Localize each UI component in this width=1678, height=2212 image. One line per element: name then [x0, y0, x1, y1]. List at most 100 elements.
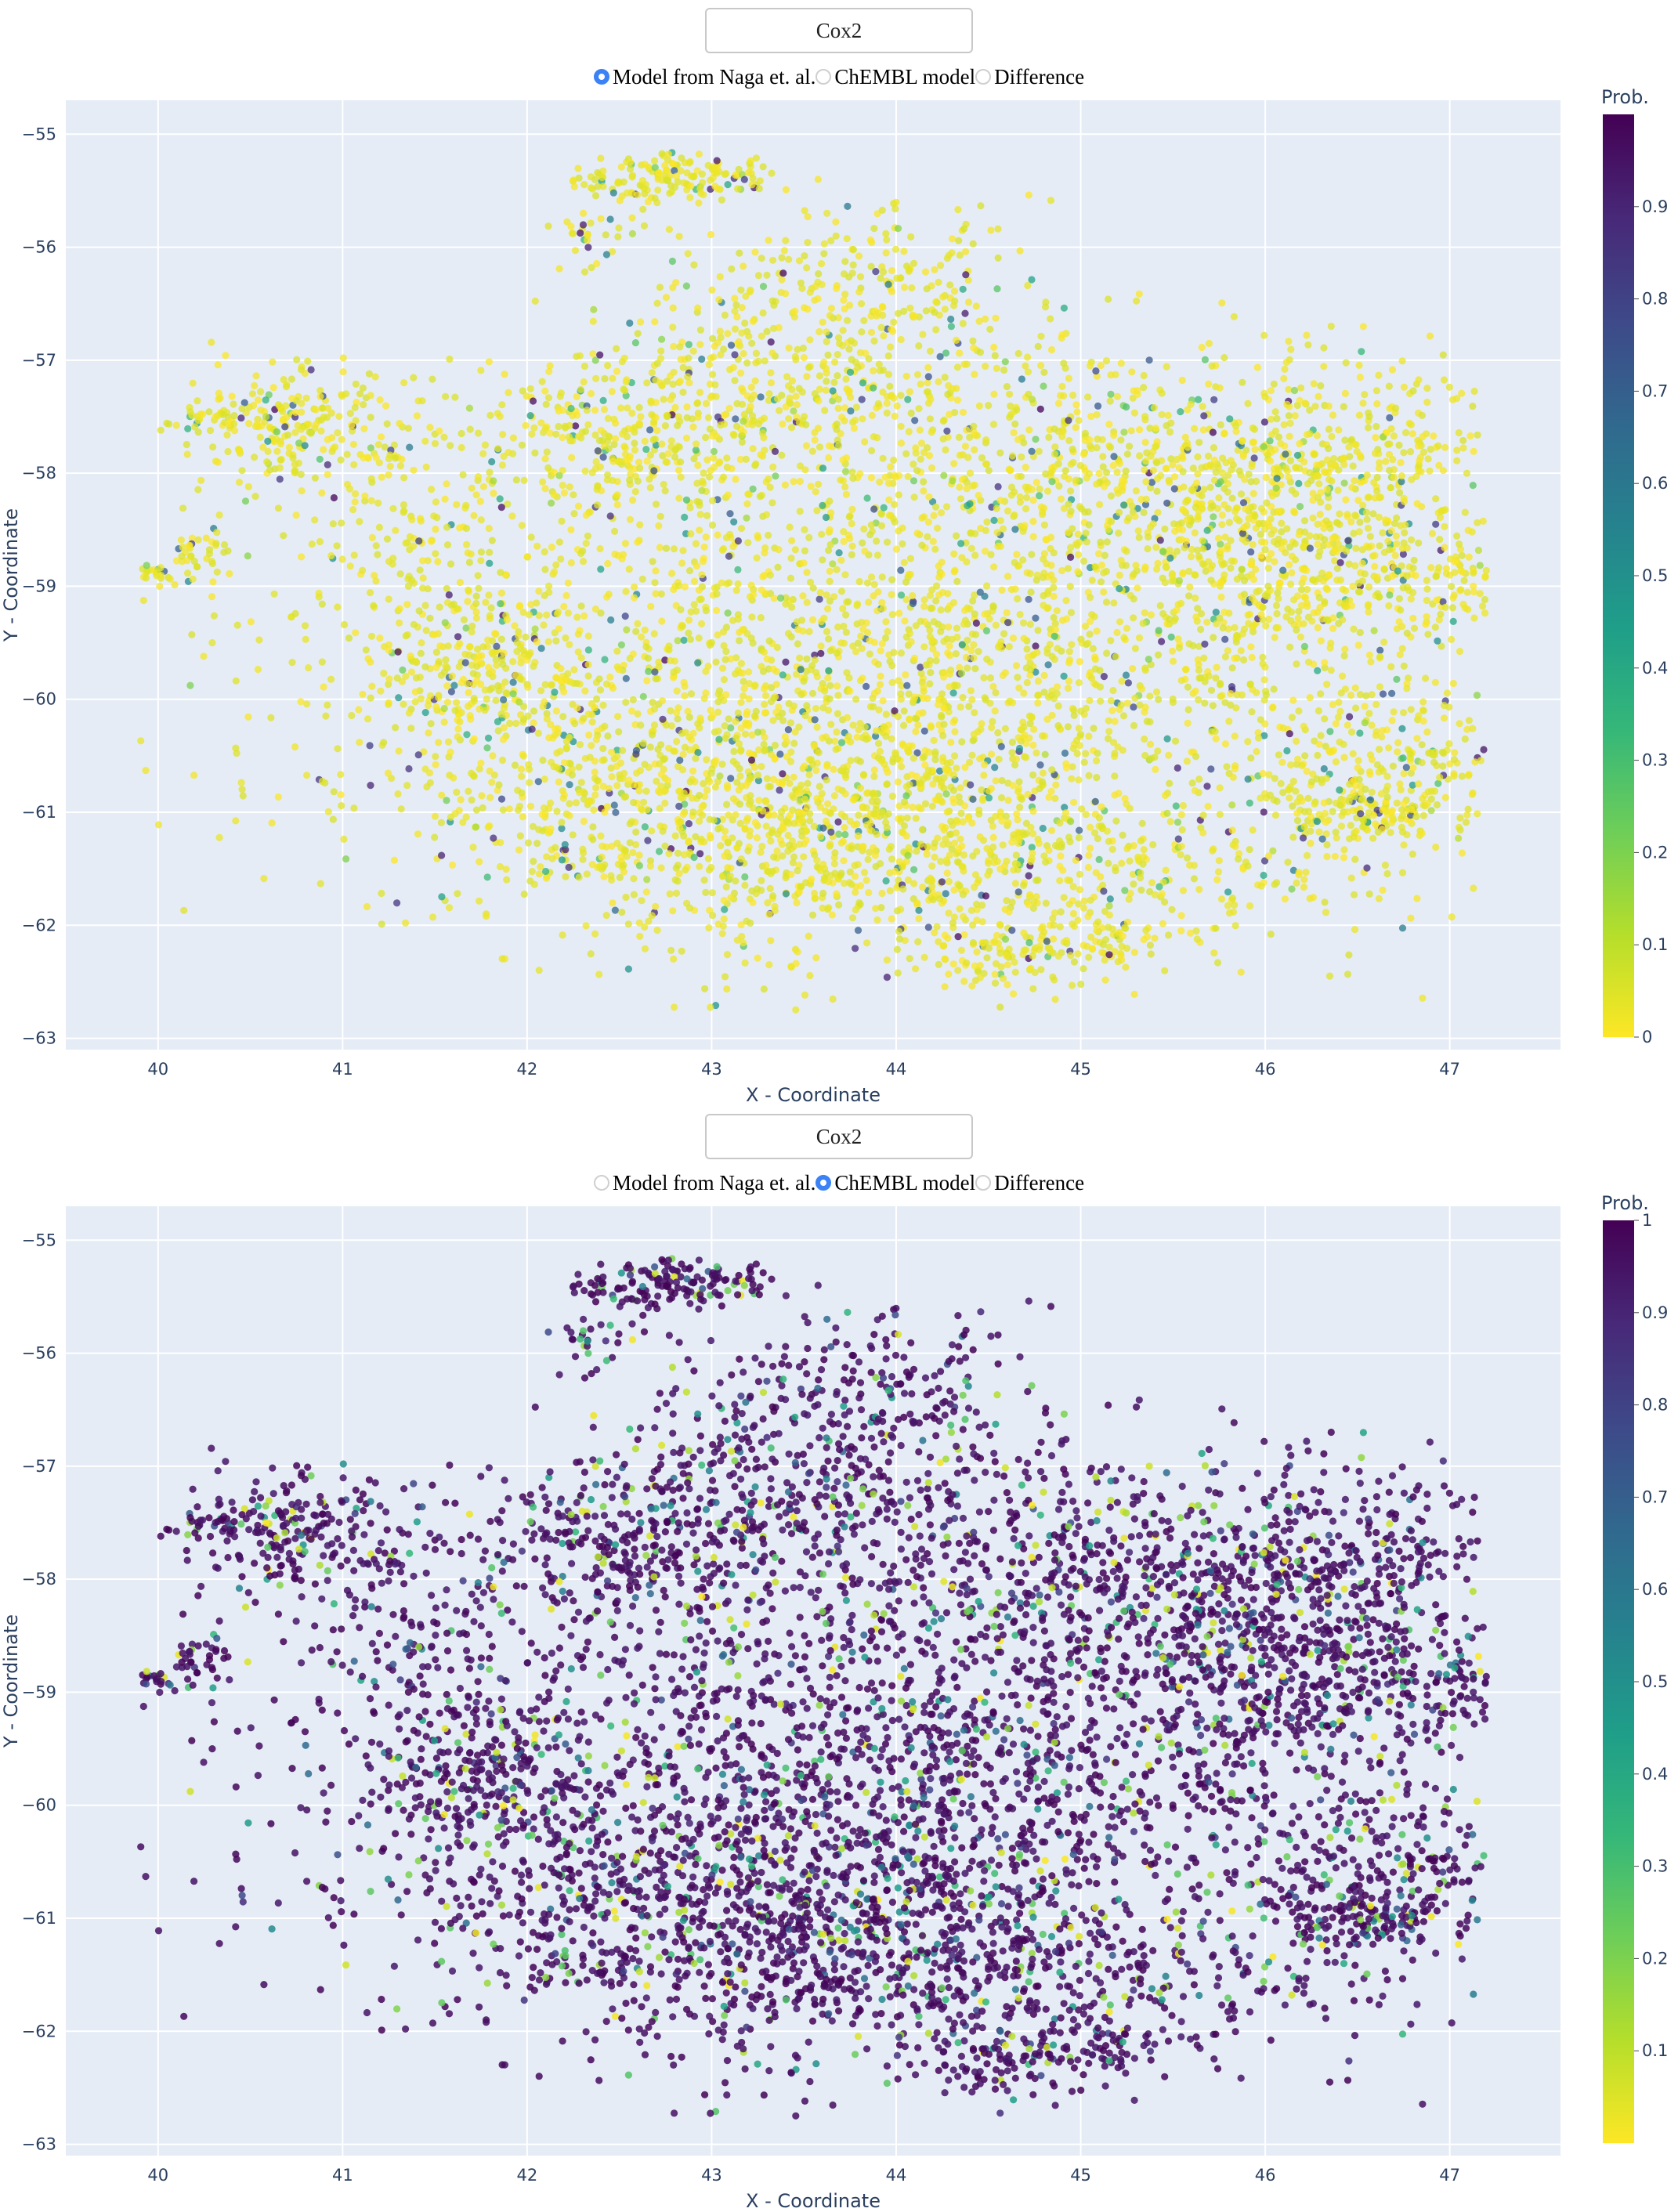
scatter-point [929, 537, 937, 545]
scatter-point [1079, 557, 1088, 566]
scatter-point [1453, 395, 1461, 403]
scatter-point [1227, 564, 1235, 572]
scatter-point [656, 789, 664, 797]
scatter-point [1426, 332, 1434, 340]
radio-naga[interactable]: Model from Naga et. al. [593, 65, 815, 89]
scatter-point [901, 937, 909, 945]
scatter-point [1385, 744, 1393, 752]
scatter-point [1037, 925, 1045, 933]
scatter-plot[interactable]: 40 41 42 43 44 45 46 47−55−56−57−58−59−60−61−62… [0, 0, 1678, 1106]
scatter-point [1271, 811, 1280, 819]
scatter-point [1260, 871, 1268, 880]
scatter-point [1017, 725, 1025, 734]
scatter-point [996, 808, 1004, 816]
scatter-point [766, 571, 775, 579]
scatter-point [957, 809, 965, 817]
scatter-point [687, 608, 695, 616]
scatter-point [665, 850, 673, 858]
scatter-point [737, 724, 745, 732]
scatter-point [1059, 428, 1067, 436]
scatter-point [1105, 902, 1113, 910]
scatter-point [1155, 883, 1163, 891]
scatter-point [899, 885, 907, 893]
scatter-point [1461, 508, 1469, 516]
scatter-point [1224, 902, 1232, 909]
scatter-point [726, 510, 734, 518]
scatter-point [732, 587, 740, 595]
scatter-point [1177, 408, 1184, 416]
scatter-point [1257, 530, 1264, 538]
scatter-point [769, 775, 778, 783]
scatter-point [1029, 497, 1037, 504]
scatter-point [690, 601, 698, 609]
scatter-point [1095, 469, 1103, 478]
scatter-point [1195, 666, 1202, 674]
scatter-point [624, 965, 633, 973]
scatter-point [1274, 589, 1282, 597]
scatter-point [1351, 477, 1358, 485]
target-dropdown[interactable]: Cox2 [705, 8, 973, 53]
scatter-point [1074, 568, 1082, 576]
scatter-point [274, 793, 282, 801]
scatter-point [1383, 428, 1391, 436]
radio-difference[interactable]: Difference [975, 65, 1084, 89]
scatter-point [1020, 929, 1028, 937]
scatter-point [942, 890, 949, 898]
scatter-point [1093, 627, 1101, 635]
scatter-point [631, 583, 638, 591]
scatter-point [1167, 455, 1175, 463]
scatter-point [618, 909, 626, 916]
scatter-point [744, 490, 752, 498]
scatter-point [982, 627, 991, 635]
scatter-point [359, 690, 367, 699]
scatter-point [1470, 614, 1478, 622]
scatter-point [1144, 545, 1152, 553]
scatter-point [668, 569, 676, 577]
scatter-point [582, 540, 590, 548]
scatter-point [729, 834, 736, 842]
scatter-point [520, 703, 528, 710]
scatter-point [423, 783, 431, 791]
scatter-point [1122, 671, 1130, 679]
scatter-point [1229, 773, 1237, 782]
scatter-point [608, 773, 616, 781]
scatter-point [579, 558, 588, 566]
scatter-point [592, 736, 601, 743]
scatter-point [847, 757, 855, 764]
scatter-point [518, 789, 526, 797]
scatter-point [1179, 801, 1187, 810]
scatter-point [789, 806, 797, 814]
radio-chembl[interactable]: ChEMBL model [815, 65, 975, 89]
scatter-point [1201, 356, 1209, 363]
scatter-point [774, 830, 782, 838]
scatter-point [898, 763, 906, 771]
scatter-point [1271, 775, 1278, 783]
scatter-point [488, 457, 496, 466]
scatter-point [826, 647, 834, 655]
scatter-point [1003, 609, 1011, 616]
scatter-point [852, 945, 859, 952]
scatter-point [588, 699, 596, 708]
scatter-point [942, 767, 950, 775]
scatter-point [885, 479, 893, 487]
scatter-point [1095, 814, 1103, 822]
scatter-point [1152, 688, 1161, 696]
scatter-point [776, 750, 784, 758]
scatter-point [837, 556, 845, 564]
scatter-point [800, 853, 808, 861]
scatter-point [1329, 411, 1337, 419]
scatter-point [1053, 689, 1061, 698]
scatter-point [998, 776, 1006, 785]
scatter-point [643, 677, 651, 685]
scatter-point [1375, 895, 1383, 902]
scatter-point [702, 607, 711, 615]
scatter-point [1179, 468, 1187, 475]
scatter-point [881, 473, 889, 481]
scatter-point [522, 633, 530, 641]
scatter-point [934, 834, 942, 842]
scatter-point [1469, 725, 1477, 732]
scatter-point [502, 866, 510, 873]
scatter-point [652, 567, 660, 575]
scatter-point [1407, 914, 1415, 922]
scatter-point [1054, 721, 1062, 730]
